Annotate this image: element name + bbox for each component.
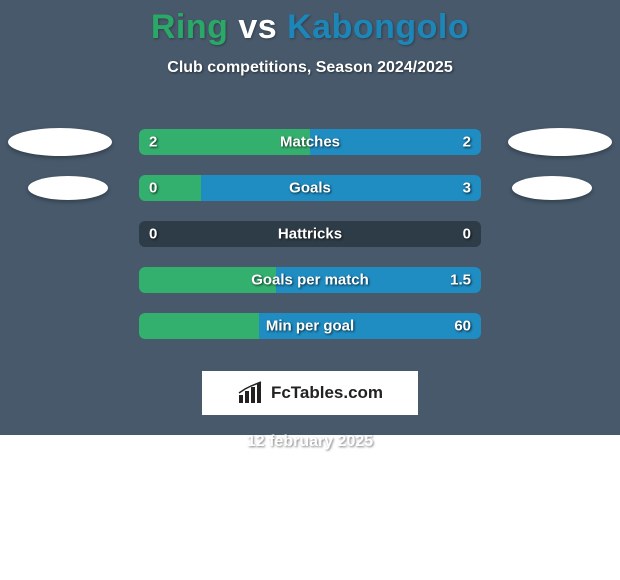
left-disc-icon: [28, 176, 108, 200]
stat-bar: Goals per match1.5: [139, 267, 481, 293]
stat-value-right: 3: [463, 180, 471, 197]
stat-label: Goals per match: [139, 272, 481, 289]
stats-area: Matches22Goals03Hattricks00Goals per mat…: [0, 119, 620, 349]
logo-text: FcTables.com: [271, 383, 383, 403]
player1-name: Ring: [151, 8, 229, 46]
stat-value-right: 60: [454, 318, 471, 335]
stat-row: Matches2 2: [0, 119, 620, 165]
stat-row: Min per goal60: [0, 303, 620, 349]
stat-label: Hattricks: [139, 226, 481, 243]
stat-value-right: 0: [463, 226, 471, 243]
stat-value-left: 0: [149, 180, 157, 197]
stat-bar: Matches2 2: [139, 129, 481, 155]
subtitle: Club competitions, Season 2024/2025: [0, 59, 620, 77]
stat-label: Min per goal: [139, 318, 481, 335]
comparison-card: Ring vs Kabongolo Club competitions, Sea…: [0, 0, 620, 435]
stat-row: Goals per match1.5: [0, 257, 620, 303]
stat-label: Matches: [139, 134, 481, 151]
right-disc-icon: [512, 176, 592, 200]
vs-text: vs: [238, 8, 277, 46]
stat-label: Goals: [139, 180, 481, 197]
stat-bar: Min per goal60: [139, 313, 481, 339]
stat-bar: Goals0 3: [139, 175, 481, 201]
chart-icon: [237, 381, 265, 405]
stat-row: Goals0 3: [0, 165, 620, 211]
stat-value-left: 2: [149, 134, 157, 151]
logo-box: FcTables.com: [202, 371, 418, 415]
stat-value-left: 0: [149, 226, 157, 243]
date-text: 12 february 2025: [0, 433, 620, 451]
right-disc-icon: [508, 128, 612, 156]
stat-value-right: 1.5: [450, 272, 471, 289]
player2-name: Kabongolo: [287, 8, 469, 46]
stat-bar: Hattricks0 0: [139, 221, 481, 247]
stat-value-right: 2: [463, 134, 471, 151]
title: Ring vs Kabongolo: [0, 0, 620, 47]
left-disc-icon: [8, 128, 112, 156]
stat-row: Hattricks0 0: [0, 211, 620, 257]
